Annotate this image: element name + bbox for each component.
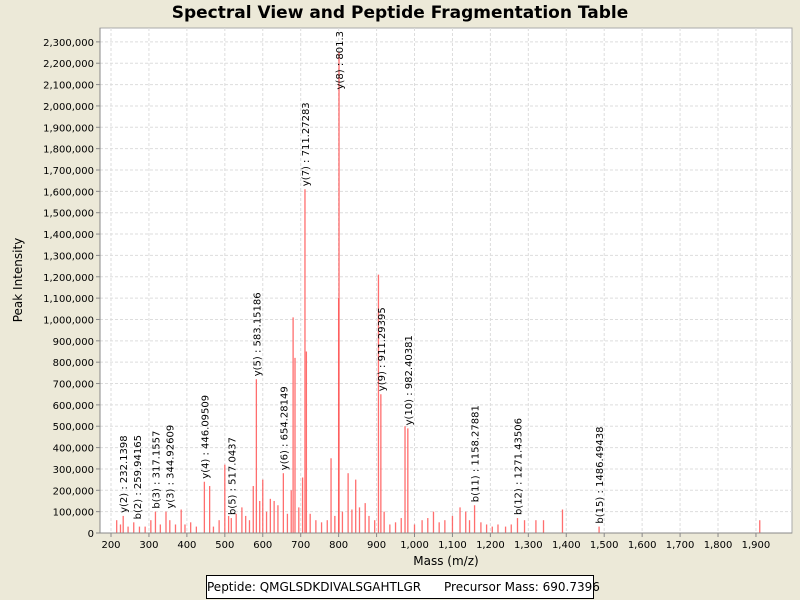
y-tick-label: 2,300,000 [43, 38, 94, 49]
x-tick-label: 400 [177, 540, 196, 551]
y-tick-label: 400,000 [53, 444, 94, 455]
peak-annotation: b(2) : 259.94165 [133, 435, 144, 519]
y-tick-label: 700,000 [53, 380, 94, 391]
peak-annotation: b(15) : 1486.49438 [595, 427, 606, 524]
x-tick-label: 500 [215, 540, 234, 551]
x-tick-label: 1,500 [590, 540, 619, 551]
x-tick-label: 900 [367, 540, 386, 551]
spectrum-chart: y(2) : 232.1398 b(2) : 259.94165 b(3) : 31… [11, 27, 793, 568]
x-tick-label: 200 [101, 540, 120, 551]
x-tick-label: 1,700 [666, 540, 695, 551]
x-tick-label: 1,400 [552, 540, 581, 551]
y-tick-label: 200,000 [53, 486, 94, 497]
y-tick-label: 1,400,000 [43, 230, 94, 241]
x-tick-label: 1,100 [438, 540, 467, 551]
x-tick-label: 800 [329, 540, 348, 551]
x-tick-label: 1,600 [628, 540, 657, 551]
x-tick-label: 300 [139, 540, 158, 551]
y-tick-label: 1,600,000 [43, 187, 94, 198]
y-axis-label: Peak Intensity [11, 238, 25, 323]
x-tick-label: 1,000 [400, 540, 429, 551]
x-axis-label: Mass (m/z) [413, 554, 478, 568]
peak-annotation: y(5) : 583.15186 [252, 292, 263, 376]
chart-title: Spectral View and Peptide Fragmentation … [171, 3, 629, 23]
peptide-label: Peptide: QMGLSDKDIVALSGAHTLGR [207, 580, 422, 594]
peptide-info-box: Peptide: QMGLSDKDIVALSGAHTLGR Precursor … [206, 575, 600, 599]
x-tick-label: 1,900 [742, 540, 771, 551]
y-tick-label: 1,100,000 [43, 294, 94, 305]
peak-annotation: y(3) : 344.92609 [165, 425, 176, 509]
x-tick-label: 1,300 [514, 540, 543, 551]
x-tick-label: 700 [291, 540, 310, 551]
precursor-mass-label: Precursor Mass: 690.7396 [444, 580, 600, 594]
y-tick-label: 1,200,000 [43, 273, 94, 284]
x-tick-label: 1,800 [704, 540, 733, 551]
y-tick-label: 2,100,000 [43, 81, 94, 92]
peak-annotation: y(7) : 711.27283 [301, 102, 312, 186]
y-tick-label: 100,000 [53, 508, 94, 519]
peak-annotation: y(6) : 654.28149 [279, 386, 290, 470]
y-tick-label: 300,000 [53, 465, 94, 476]
y-tick-label: 1,900,000 [43, 123, 94, 134]
peak-annotation: b(11) : 1158.27881 [471, 405, 482, 502]
y-tick-label: 0 [88, 529, 94, 540]
y-tick-label: 1,800,000 [43, 145, 94, 156]
y-tick-label: 900,000 [53, 337, 94, 348]
peak-annotation: y(9) : 911.29395 [377, 307, 388, 391]
peak-annotation: y(8) : 801.3 [335, 31, 346, 89]
y-tick-label: 1,500,000 [43, 209, 94, 220]
x-tick-label: 600 [253, 540, 272, 551]
plot-area [99, 27, 793, 534]
y-tick-label: 1,700,000 [43, 166, 94, 177]
y-tick-label: 600,000 [53, 401, 94, 412]
peak-annotation: b(3) : 317.1557 [151, 431, 162, 509]
peak-annotation: y(4) : 446.09509 [200, 395, 211, 479]
peak-annotation: y(10) : 982.40381 [404, 335, 415, 425]
y-tick-label: 800,000 [53, 358, 94, 369]
y-tick-label: 500,000 [53, 422, 94, 433]
y-tick-label: 2,000,000 [43, 102, 94, 113]
peak-annotation: b(12) : 1271.43506 [513, 418, 524, 515]
y-tick-label: 2,200,000 [43, 59, 94, 70]
y-tick-label: 1,300,000 [43, 251, 94, 262]
x-tick-label: 1,200 [476, 540, 505, 551]
y-tick-label: 1,000,000 [43, 315, 94, 326]
peak-annotation: y(2) : 232.1398 [119, 435, 130, 513]
peak-annotation: b(5) : 517.0437 [227, 437, 238, 515]
